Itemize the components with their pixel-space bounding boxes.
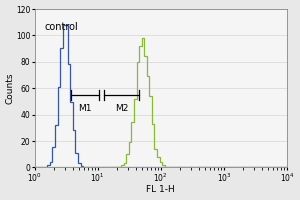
- X-axis label: FL 1-H: FL 1-H: [146, 185, 175, 194]
- Text: M2: M2: [115, 104, 128, 113]
- Text: control: control: [45, 22, 79, 32]
- Y-axis label: Counts: Counts: [6, 73, 15, 104]
- Text: M1: M1: [78, 104, 92, 113]
